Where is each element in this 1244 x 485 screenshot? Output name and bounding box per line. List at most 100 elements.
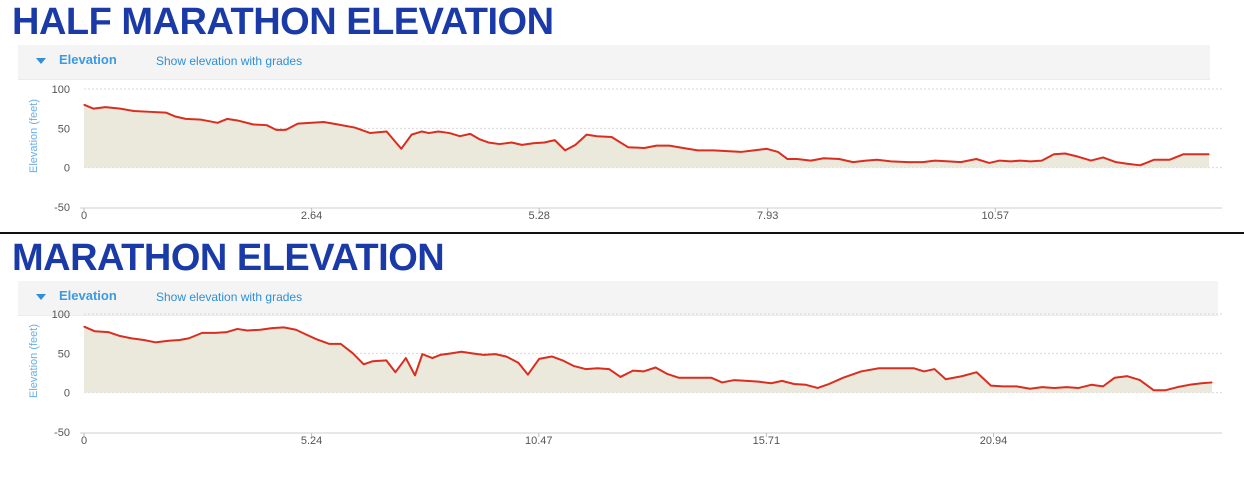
elevation-point — [217, 122, 219, 124]
elevation-point — [890, 160, 892, 162]
elevation-point — [564, 149, 566, 151]
elevation-line — [83, 103, 1210, 167]
elevation-point — [1053, 153, 1055, 155]
elevation-point — [551, 355, 553, 358]
x-tick-label: 20.94 — [980, 435, 1008, 447]
elevation-point — [1077, 156, 1079, 158]
elevation-point — [876, 159, 878, 161]
elevation-point — [421, 130, 423, 133]
elevation-point — [340, 343, 342, 345]
elevation-point — [1053, 387, 1055, 389]
x-tick-label: 10.47 — [525, 435, 553, 447]
elevation-point — [668, 145, 670, 147]
elevation-point — [1010, 160, 1012, 162]
show-grades-link[interactable]: Show elevation with grades — [156, 54, 303, 68]
elevation-point — [178, 339, 181, 341]
elevation-point — [842, 377, 844, 379]
half-marathon-panel: HALF MARATHON ELEVATION Elevation Show e… — [0, 0, 1244, 232]
elevation-point — [148, 111, 151, 113]
elevation-point — [726, 150, 728, 152]
elevation-point — [543, 141, 545, 144]
elevation-point — [793, 383, 795, 385]
marathon-chart: 100 50 0 -50 0 5.24 10.47 15.71 20.94 Elevation (… — [28, 309, 1222, 447]
half-marathon-title: HALF MARATHON ELEVATION — [12, 1, 554, 43]
elevation-point — [1041, 386, 1043, 388]
elevation-point — [907, 161, 909, 163]
elevation-point — [562, 359, 564, 362]
elevation-point — [517, 362, 519, 364]
elevation-point — [574, 144, 577, 146]
elevation-point — [998, 159, 1001, 162]
y-tick-label: 50 — [58, 123, 70, 135]
elevation-point — [922, 161, 924, 163]
elevation-point — [961, 375, 963, 377]
elevation-point — [448, 132, 451, 134]
half-marathon-chart: 100 50 0 -50 0 2.64 5.28 7.93 10.57 Elevation (fe… — [28, 84, 1222, 222]
x-tick-label: 0 — [81, 435, 87, 447]
elevation-point — [805, 384, 807, 386]
elevation-point — [642, 370, 645, 373]
elevation-point — [431, 357, 433, 359]
elevation-point — [1015, 385, 1018, 387]
elevation-point — [259, 329, 261, 331]
elevation-point — [823, 157, 825, 159]
elevation-point — [307, 334, 309, 336]
elevation-point — [168, 340, 170, 342]
elevation-point — [1188, 384, 1191, 386]
elevation-point — [494, 353, 496, 355]
elevation-point — [1090, 384, 1092, 386]
elevation-point — [554, 139, 556, 141]
elevation-point — [1139, 164, 1141, 166]
x-tick-label: 5.24 — [301, 435, 322, 447]
elevation-point — [297, 123, 299, 125]
elevation-point — [770, 382, 772, 384]
elevation-point — [479, 138, 481, 140]
y-tick-label: 0 — [64, 163, 70, 175]
elevation-point — [596, 367, 599, 369]
elevation-point — [1115, 161, 1117, 163]
elevation-point — [352, 352, 354, 354]
elevation-point — [505, 355, 507, 358]
chevron-down-icon[interactable] — [36, 58, 46, 64]
elevation-point — [1126, 375, 1128, 377]
elevation-point — [975, 158, 977, 160]
elevation-point — [104, 106, 107, 108]
elevation-point — [990, 384, 992, 387]
elevation-point — [1126, 163, 1128, 165]
y-axis-label: Elevation (feet) — [28, 99, 40, 173]
marathon-elevation-toolbar: Elevation Show elevation with grades — [18, 281, 1218, 316]
elevation-point — [666, 373, 668, 375]
elevation-line — [83, 325, 1213, 392]
show-grades-link[interactable]: Show elevation with grades — [156, 290, 303, 304]
elevation-point — [119, 335, 121, 337]
elevation-point — [107, 331, 109, 333]
elevation-point — [1196, 153, 1198, 155]
elevation-point — [385, 359, 387, 362]
elevation-point — [896, 367, 898, 369]
elevation-point — [460, 351, 463, 353]
elevation-point — [285, 129, 287, 131]
elevation-toggle[interactable]: Elevation — [59, 52, 117, 67]
elevation-point — [174, 115, 176, 118]
x-tick-label: 2.64 — [301, 210, 322, 222]
chevron-down-icon[interactable] — [36, 294, 46, 300]
elevation-point — [315, 338, 317, 340]
elevation-point — [201, 332, 203, 334]
elevation-toggle[interactable]: Elevation — [59, 288, 117, 303]
elevation-point — [1064, 152, 1066, 155]
elevation-point — [913, 367, 915, 369]
elevation-point — [817, 387, 819, 389]
elevation-point — [459, 135, 461, 137]
elevation-point — [757, 381, 760, 383]
elevation-point — [450, 352, 452, 354]
panel-divider — [0, 232, 1244, 234]
x-tick-label: 7.93 — [757, 210, 778, 222]
elevation-point — [295, 329, 297, 331]
elevation-point — [945, 378, 947, 380]
elevation-point — [1029, 388, 1031, 390]
elevation-point — [1211, 381, 1213, 384]
elevation-point — [471, 352, 473, 354]
x-tick-label: 5.28 — [528, 210, 549, 222]
elevation-point — [487, 141, 489, 144]
elevation-point — [619, 376, 622, 378]
